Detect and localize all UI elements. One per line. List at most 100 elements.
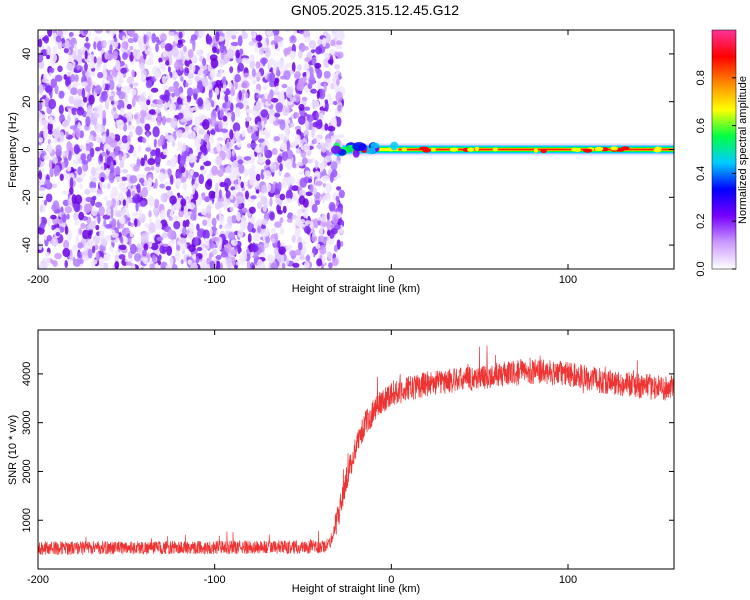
noise-speckle [315, 143, 324, 150]
noise-speckle [282, 105, 290, 117]
noise-speckle [180, 241, 188, 252]
noise-speckle [112, 113, 119, 119]
noise-speckle [177, 39, 183, 45]
noise-speckle [188, 153, 196, 164]
noise-speckle [126, 103, 132, 110]
noise-speckle [249, 59, 256, 69]
noise-speckle [71, 194, 77, 205]
signal-onset-blob [352, 149, 360, 158]
noise-speckle [207, 217, 212, 228]
noise-speckle [238, 164, 245, 174]
noise-speckle [250, 31, 255, 36]
noise-speckle [338, 30, 345, 41]
noise-speckle [296, 162, 304, 167]
noise-speckle [298, 49, 303, 59]
noise-speckle [210, 149, 214, 155]
noise-speckle [202, 219, 208, 226]
noise-speckle [154, 198, 160, 209]
noise-speckle [153, 138, 157, 148]
noise-speckle [43, 234, 48, 241]
noise-speckle [278, 246, 286, 255]
noise-speckle [230, 102, 234, 113]
snr-x-tick-label: 100 [559, 574, 577, 586]
noise-speckle [74, 220, 80, 226]
noise-speckle [175, 178, 182, 187]
noise-speckle [231, 256, 236, 267]
noise-speckle [319, 244, 327, 255]
noise-speckle [129, 175, 138, 184]
noise-speckle [200, 165, 205, 171]
noise-speckle [55, 231, 61, 237]
noise-speckle [222, 115, 228, 122]
noise-speckle [262, 57, 266, 67]
noise-speckle [318, 235, 325, 240]
noise-speckle [210, 110, 217, 121]
noise-speckle [72, 159, 80, 165]
noise-speckle [69, 186, 74, 195]
noise-speckle [256, 94, 264, 99]
noise-speckle [212, 223, 217, 235]
noise-speckle [338, 189, 345, 199]
snr-x-axis-label: Height of straight line (km) [292, 583, 420, 595]
noise-speckle [114, 261, 120, 269]
noise-speckle [256, 201, 263, 209]
noise-speckle [281, 83, 288, 89]
noise-speckle [245, 190, 249, 200]
noise-speckle [51, 204, 58, 212]
noise-speckle [294, 227, 301, 238]
noise-speckle [177, 153, 182, 165]
noise-speckle [209, 54, 218, 62]
noise-speckle [241, 130, 246, 138]
noise-speckle [233, 202, 239, 208]
noise-speckle [73, 212, 79, 221]
noise-speckle [226, 112, 232, 119]
noise-speckle [225, 148, 232, 160]
noise-speckle [323, 52, 330, 58]
noise-speckle [220, 252, 228, 258]
noise-speckle [164, 89, 170, 100]
noise-speckle [275, 66, 280, 76]
noise-speckle [318, 119, 323, 128]
noise-speckle [115, 166, 121, 176]
noise-speckle [225, 166, 231, 174]
noise-speckle [100, 90, 108, 102]
noise-speckle [169, 195, 177, 205]
noise-speckle [241, 80, 250, 89]
noise-speckle [298, 115, 306, 125]
noise-speckle [160, 33, 167, 42]
signal-blob [540, 148, 547, 153]
noise-speckle [231, 148, 235, 157]
noise-speckle [95, 201, 103, 208]
noise-speckle [162, 51, 168, 58]
noise-speckle [187, 49, 194, 59]
noise-speckle [225, 230, 229, 238]
noise-speckle [59, 131, 65, 142]
colorbar-tick-label: 0.0 [695, 261, 707, 276]
noise-speckle [147, 158, 156, 166]
noise-speckle [100, 176, 105, 183]
noise-speckle [330, 39, 336, 47]
noise-speckle [45, 257, 51, 266]
noise-speckle [105, 30, 110, 34]
noise-speckle [306, 69, 310, 81]
noise-speckle [270, 162, 277, 173]
noise-speckle [129, 131, 133, 138]
noise-speckle [340, 240, 344, 247]
noise-speckle [131, 190, 136, 197]
noise-speckle [75, 128, 81, 139]
noise-speckle [184, 105, 189, 114]
noise-speckle [289, 35, 297, 44]
noise-speckle [324, 155, 332, 163]
noise-speckle [328, 131, 334, 137]
noise-speckle [127, 37, 135, 44]
noise-speckle [333, 30, 338, 38]
noise-speckle [119, 107, 125, 115]
noise-speckle [177, 129, 183, 135]
noise-speckle [210, 242, 215, 249]
noise-speckle [243, 72, 250, 78]
noise-speckle [187, 202, 196, 210]
noise-speckle [64, 225, 69, 235]
noise-speckle [90, 262, 96, 268]
noise-speckle [92, 177, 97, 183]
noise-speckle [91, 245, 96, 254]
